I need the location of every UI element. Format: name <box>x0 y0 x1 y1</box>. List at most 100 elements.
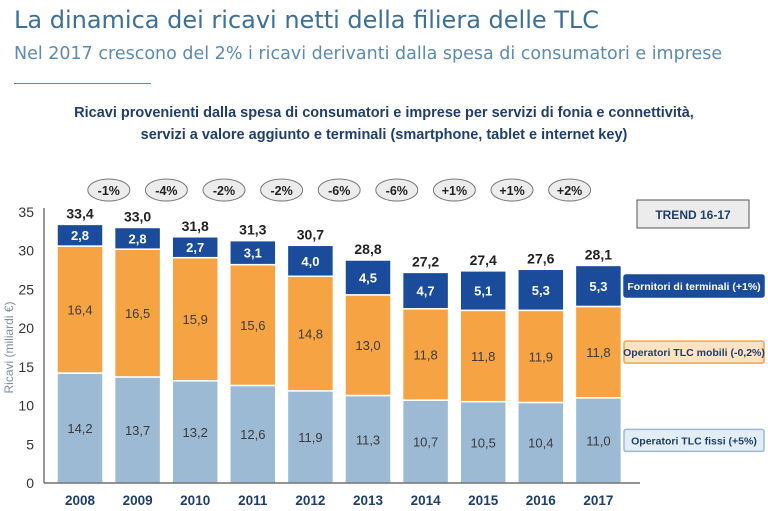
bar-segment-fissi <box>344 394 392 484</box>
x-tick-label: 2012 <box>295 493 325 508</box>
title-underline <box>14 83 151 84</box>
total-label: 33,4 <box>66 205 93 221</box>
change-bubble <box>375 178 419 202</box>
bar-segment-terminali <box>517 268 565 312</box>
bar-segment-fissi <box>459 400 507 484</box>
change-bubble <box>144 178 188 202</box>
bar-segment-fissi <box>401 399 450 484</box>
change-label: -1% <box>98 184 120 198</box>
bar-segment-fissi <box>113 376 162 484</box>
data-label-mobili: 16,4 <box>67 303 92 318</box>
y-tick-label: 25 <box>18 281 34 297</box>
data-label-fissi: 10,5 <box>471 435 496 450</box>
legend-box <box>623 428 765 453</box>
bar-segment-terminali <box>286 244 335 278</box>
data-label-terminali: 5,3 <box>532 283 550 298</box>
bar-segment-fissi <box>574 397 623 484</box>
change-label: -4% <box>155 184 177 198</box>
data-label-mobili: 16,5 <box>125 306 150 321</box>
change-bubble <box>548 178 592 202</box>
x-tick-label: 2010 <box>180 493 210 508</box>
total-label: 27,4 <box>470 252 497 268</box>
legend-box <box>623 274 765 298</box>
data-label-terminali: 2,8 <box>71 228 89 243</box>
bar-segment-mobili <box>459 309 507 403</box>
y-tick-label: 30 <box>18 243 34 259</box>
change-bubble <box>87 178 131 202</box>
data-label-mobili: 15,6 <box>240 318 265 333</box>
change-label: -6% <box>328 184 350 198</box>
data-label-terminali: 2,8 <box>129 231 147 246</box>
change-bubble <box>202 178 246 202</box>
change-bubble <box>490 178 534 202</box>
y-tick-label: 35 <box>18 204 34 220</box>
y-tick-label: 10 <box>18 398 34 414</box>
x-tick-label: 2013 <box>353 493 384 508</box>
total-label: 31,3 <box>239 222 266 238</box>
total-label: 30,7 <box>297 226 324 242</box>
x-tick-label: 2009 <box>123 493 153 508</box>
bar-segment-terminali <box>229 239 277 266</box>
total-label: 33,0 <box>124 208 151 224</box>
legend-label: Fornitori di terminali (+1%) <box>627 281 760 293</box>
legend-label: Operatori TLC fissi (+5%) <box>631 435 757 447</box>
x-tick-label: 2016 <box>526 493 557 508</box>
data-label-mobili: 14,8 <box>298 327 323 342</box>
data-label-mobili: 13,0 <box>355 338 380 353</box>
bar-segment-terminali <box>171 236 219 259</box>
bar-segment-mobili <box>344 294 392 397</box>
data-label-fissi: 11,9 <box>298 430 322 445</box>
change-label: +1% <box>499 184 524 198</box>
change-label: -2% <box>270 184 292 198</box>
bar-segment-terminali <box>401 271 450 310</box>
bar-segment-terminali <box>459 270 507 312</box>
change-bubble <box>260 178 304 202</box>
bar-segment-terminali <box>344 259 392 296</box>
data-label-terminali: 2,7 <box>186 240 204 255</box>
x-tick-label: 2011 <box>238 493 268 508</box>
data-label-fissi: 10,7 <box>413 435 438 450</box>
total-label: 27,6 <box>527 250 554 266</box>
y-tick-label: 0 <box>26 475 34 491</box>
legend-label: Operatori TLC mobili (-0,2%) <box>623 347 765 359</box>
bar-segment-fissi <box>171 380 219 484</box>
x-tick-label: 2014 <box>411 493 442 508</box>
bar-segment-mobili <box>574 305 623 399</box>
data-label-mobili: 11,8 <box>471 349 495 364</box>
data-label-fissi: 11,3 <box>356 432 380 447</box>
total-label: 28,8 <box>354 241 381 257</box>
change-bubble <box>317 178 361 202</box>
data-label-fissi: 12,6 <box>240 427 265 442</box>
bar-segment-fissi <box>229 384 277 484</box>
data-label-fissi: 13,2 <box>183 425 208 440</box>
bar-segment-mobili <box>171 256 219 382</box>
trend-box-label: TREND 16-17 <box>655 208 731 222</box>
change-bubble <box>432 178 476 202</box>
x-tick-label: 2015 <box>468 493 499 508</box>
data-label-terminali: 4,7 <box>417 284 435 299</box>
data-label-mobili: 11,8 <box>413 347 437 362</box>
chart-title-line-2: servizi a valore aggiunto e terminali (s… <box>140 127 628 143</box>
chart-title-line-1: Ricavi provenienti dalla spesa di consum… <box>74 105 694 121</box>
data-label-terminali: 5,1 <box>474 284 492 299</box>
x-tick-label: 2008 <box>65 493 96 508</box>
y-axis-label: Ricavi (miliardi €) <box>2 301 16 393</box>
data-label-terminali: 3,1 <box>244 246 262 261</box>
data-label-mobili: 15,9 <box>183 312 208 327</box>
change-label: -6% <box>386 184 408 198</box>
data-label-terminali: 4,5 <box>359 270 377 285</box>
data-label-fissi: 10,4 <box>528 436 553 451</box>
data-label-fissi: 13,7 <box>125 423 150 438</box>
total-label: 31,8 <box>182 218 209 234</box>
bar-segment-terminali <box>56 223 104 247</box>
data-label-fissi: 14,2 <box>67 421 92 436</box>
change-label: +1% <box>442 184 467 198</box>
total-label: 28,1 <box>585 246 612 262</box>
total-label: 27,2 <box>412 253 439 269</box>
bar-segment-mobili <box>517 309 565 404</box>
bar-segment-terminali <box>574 264 623 308</box>
page-subtitle: Nel 2017 crescono del 2% i ricavi deriva… <box>14 44 723 64</box>
x-tick-label: 2017 <box>583 493 613 508</box>
legend-box <box>623 340 765 364</box>
